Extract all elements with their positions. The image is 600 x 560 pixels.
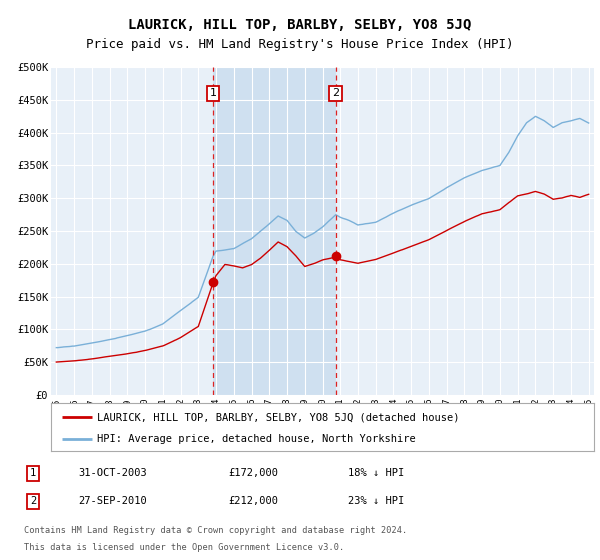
Text: £212,000: £212,000	[228, 496, 278, 506]
Text: 1: 1	[209, 88, 217, 99]
Text: HPI: Average price, detached house, North Yorkshire: HPI: Average price, detached house, Nort…	[97, 434, 416, 444]
Text: Contains HM Land Registry data © Crown copyright and database right 2024.: Contains HM Land Registry data © Crown c…	[24, 526, 407, 535]
Text: 2: 2	[332, 88, 340, 99]
Bar	[213, 67, 336, 395]
Text: 27-SEP-2010: 27-SEP-2010	[78, 496, 147, 506]
Text: Price paid vs. HM Land Registry's House Price Index (HPI): Price paid vs. HM Land Registry's House …	[86, 38, 514, 51]
Text: 31-OCT-2003: 31-OCT-2003	[78, 468, 147, 478]
Text: LAURICK, HILL TOP, BARLBY, SELBY, YO8 5JQ (detached house): LAURICK, HILL TOP, BARLBY, SELBY, YO8 5J…	[97, 413, 460, 422]
Text: This data is licensed under the Open Government Licence v3.0.: This data is licensed under the Open Gov…	[24, 543, 344, 552]
Text: 2: 2	[30, 496, 36, 506]
Text: 23% ↓ HPI: 23% ↓ HPI	[348, 496, 404, 506]
Text: 18% ↓ HPI: 18% ↓ HPI	[348, 468, 404, 478]
Text: LAURICK, HILL TOP, BARLBY, SELBY, YO8 5JQ: LAURICK, HILL TOP, BARLBY, SELBY, YO8 5J…	[128, 18, 472, 32]
Text: £172,000: £172,000	[228, 468, 278, 478]
Text: 1: 1	[30, 468, 36, 478]
